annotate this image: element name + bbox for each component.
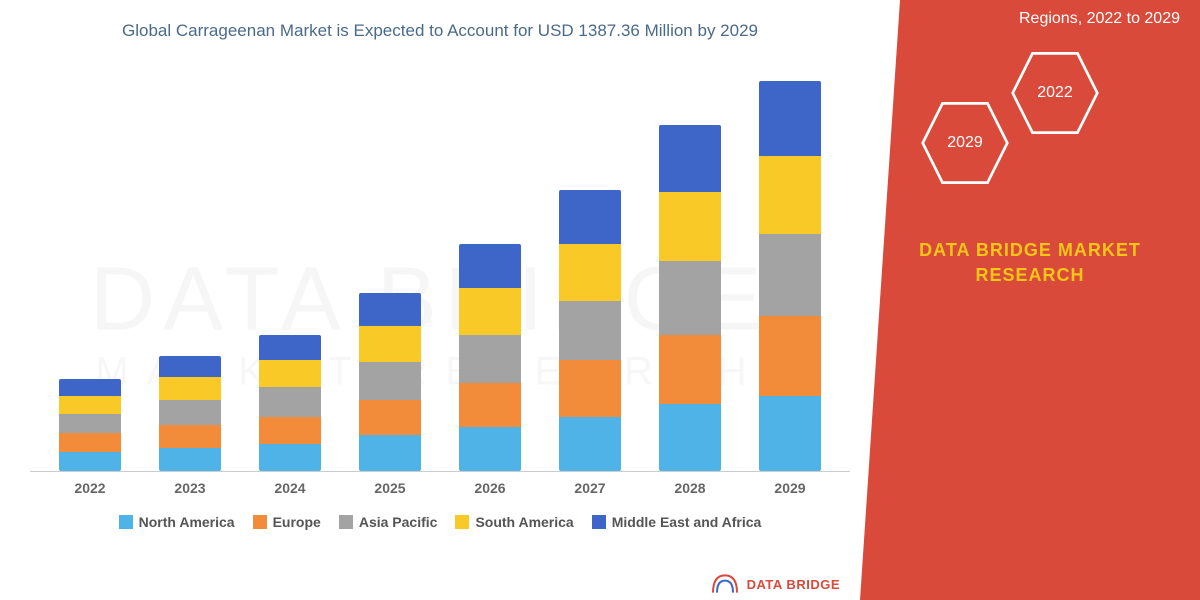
bar (259, 335, 321, 471)
footer-logo: DATA BRIDGE (711, 574, 840, 594)
bar-segment (759, 234, 821, 316)
bar-segment (159, 425, 221, 448)
legend-swatch (592, 515, 606, 529)
hex-2022-label: 2022 (1037, 84, 1073, 102)
chart-title: Global Carrageenan Market is Expected to… (30, 20, 850, 42)
x-label: 2023 (145, 480, 235, 496)
bar-segment (759, 396, 821, 472)
legend-label: Europe (273, 514, 321, 530)
chart-panel: Global Carrageenan Market is Expected to… (0, 0, 860, 600)
bar-segment (759, 81, 821, 157)
bar (59, 379, 121, 471)
legend-item: Asia Pacific (339, 514, 438, 530)
legend-item: South America (455, 514, 573, 530)
footer-logo-icon (711, 574, 739, 594)
hex-badges: 2029 2022 (880, 48, 1180, 208)
root: Global Carrageenan Market is Expected to… (0, 0, 1200, 600)
legend-swatch (253, 515, 267, 529)
bar-segment (659, 192, 721, 261)
bar-group (645, 125, 735, 471)
bar-segment (359, 435, 421, 471)
bar-segment (459, 427, 521, 471)
bar-group (345, 293, 435, 471)
legend-swatch (119, 515, 133, 529)
side-title: Regions, 2022 to 2029 (880, 10, 1180, 28)
legend-label: Asia Pacific (359, 514, 438, 530)
bar (659, 125, 721, 471)
bar-segment (759, 156, 821, 234)
bar-segment (559, 190, 621, 245)
bar-segment (659, 404, 721, 471)
legend-label: Middle East and Africa (612, 514, 762, 530)
bar-segment (159, 400, 221, 425)
bar-segment (559, 360, 621, 417)
x-label: 2024 (245, 480, 335, 496)
bar-segment (659, 125, 721, 192)
bar-segment (159, 356, 221, 377)
legend-item: North America (119, 514, 235, 530)
x-label: 2025 (345, 480, 435, 496)
bar (159, 356, 221, 471)
bar-segment (159, 377, 221, 400)
bar-segment (759, 316, 821, 396)
brand-line1: DATA BRIDGE MARKET (880, 238, 1180, 263)
bar-segment (459, 288, 521, 334)
bar-segment (459, 244, 521, 288)
bar-segment (359, 293, 421, 327)
brand-text: DATA BRIDGE MARKET RESEARCH (880, 238, 1180, 288)
x-label: 2028 (645, 480, 735, 496)
bar (359, 293, 421, 471)
bar (759, 81, 821, 472)
hex-2029-label: 2029 (947, 134, 983, 152)
bar-segment (559, 244, 621, 301)
x-axis-labels: 2022 2023 2024 2025 2026 2027 2028 2029 (30, 472, 850, 496)
legend-item: Europe (253, 514, 321, 530)
bar-segment (259, 387, 321, 416)
bar-group (45, 379, 135, 471)
bar-segment (159, 448, 221, 471)
plot-area (30, 52, 850, 472)
bar-group (145, 356, 235, 471)
hex-2022: 2022 (1010, 48, 1100, 138)
bar-segment (59, 452, 121, 471)
bar-segment (359, 326, 421, 362)
bar-segment (459, 383, 521, 427)
bar-segment (259, 335, 321, 360)
bar-segment (659, 261, 721, 335)
x-label: 2022 (45, 480, 135, 496)
legend: North America Europe Asia Pacific South Ame… (30, 514, 850, 530)
bar (459, 244, 521, 471)
legend-swatch (339, 515, 353, 529)
legend-swatch (455, 515, 469, 529)
bar-segment (659, 335, 721, 404)
bar-segment (59, 379, 121, 396)
bar-segment (259, 444, 321, 471)
brand-line2: RESEARCH (880, 263, 1180, 288)
bar-segment (359, 362, 421, 400)
x-label: 2029 (745, 480, 835, 496)
x-label: 2027 (545, 480, 635, 496)
legend-label: North America (139, 514, 235, 530)
footer-logo-text: DATA BRIDGE (747, 577, 840, 592)
legend-label: South America (475, 514, 573, 530)
bar-segment (259, 417, 321, 444)
bar-group (245, 335, 335, 471)
hex-2029: 2029 (920, 98, 1010, 188)
bar-segment (59, 433, 121, 452)
bar-segment (559, 301, 621, 360)
bar-segment (59, 414, 121, 433)
bar-segment (359, 400, 421, 436)
x-label: 2026 (445, 480, 535, 496)
legend-item: Middle East and Africa (592, 514, 762, 530)
bar-group (445, 244, 535, 471)
bar-segment (459, 335, 521, 383)
bar-segment (59, 396, 121, 415)
bar-group (545, 190, 635, 471)
side-panel: Regions, 2022 to 2029 2029 2022 DATA BRI… (860, 0, 1200, 600)
bar (559, 190, 621, 471)
bar-segment (559, 417, 621, 472)
bar-segment (259, 360, 321, 387)
bar-group (745, 81, 835, 472)
